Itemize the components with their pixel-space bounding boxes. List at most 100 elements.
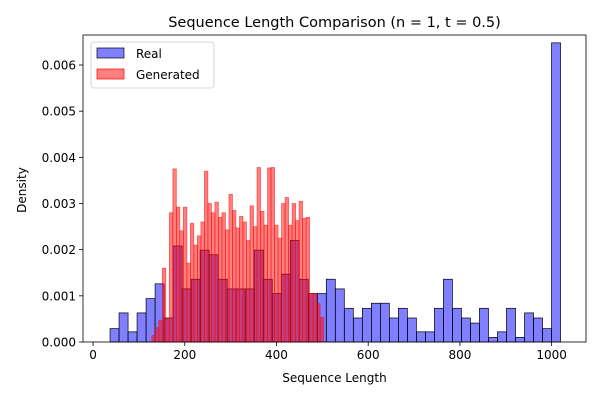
y-axis-label: Density xyxy=(15,167,29,213)
y-tick-label: 0.004 xyxy=(42,151,76,165)
real-bar xyxy=(380,302,390,343)
generated-bar xyxy=(288,224,293,343)
generated-bar xyxy=(221,212,226,343)
real-bar xyxy=(497,331,507,343)
real-bar xyxy=(343,307,354,343)
generated-bar xyxy=(218,217,223,343)
real-bar xyxy=(488,337,498,343)
real-bar xyxy=(434,307,444,343)
real-bar xyxy=(136,312,147,343)
generated-bar xyxy=(309,293,314,343)
real-bar xyxy=(443,278,453,343)
generated-bar xyxy=(256,167,261,343)
real-bar xyxy=(127,331,138,343)
generated-bar xyxy=(281,203,286,343)
real-bar xyxy=(452,307,462,343)
generated-bar xyxy=(228,193,233,343)
y-axis-ticks: 0.000 0.001 0.002 0.003 0.004 0.005 0.006 xyxy=(42,59,83,350)
legend-label-real: Real xyxy=(136,47,162,61)
generated-bar xyxy=(284,197,289,343)
generated-bar xyxy=(175,206,181,343)
generated-bar xyxy=(232,210,237,343)
generated-bar xyxy=(197,235,202,343)
generated-bar xyxy=(316,303,321,343)
generated-bar xyxy=(263,224,268,343)
generated-bar xyxy=(312,293,317,343)
generated-bar xyxy=(298,200,303,343)
real-bar xyxy=(352,317,363,343)
y-tick-label: 0.003 xyxy=(42,197,76,211)
y-tick-label: 0.001 xyxy=(42,289,76,303)
generated-bar xyxy=(295,220,300,343)
real-bar xyxy=(407,317,417,343)
generated-bar xyxy=(291,203,296,343)
chart-title: Sequence Length Comparison (n = 1, t = 0… xyxy=(168,15,501,31)
real-bar xyxy=(533,317,543,343)
real-bar xyxy=(515,337,525,343)
generated-bar xyxy=(158,319,163,343)
real-bar xyxy=(370,302,381,343)
axes-frame xyxy=(82,34,587,343)
generated-bar xyxy=(267,167,272,343)
legend-swatch-generated xyxy=(96,68,125,80)
real-bar xyxy=(398,307,408,343)
y-tick-label: 0.000 xyxy=(42,336,76,350)
y-tick-label: 0.006 xyxy=(42,59,76,73)
generated-bar xyxy=(249,205,254,343)
real-bar xyxy=(118,312,129,343)
generated-bar xyxy=(246,240,251,343)
x-tick-label: 200 xyxy=(173,348,196,362)
real-bar xyxy=(109,328,120,343)
generated-bar xyxy=(235,227,240,343)
real-bar xyxy=(334,288,345,343)
legend: Real Generated xyxy=(90,41,215,89)
generated-bar xyxy=(179,230,184,343)
real-bar xyxy=(325,278,336,343)
real-bar xyxy=(470,322,480,343)
generated-bar xyxy=(207,203,212,343)
generated-bar xyxy=(277,237,282,343)
legend-label-generated: Generated xyxy=(136,68,200,82)
generated-bar xyxy=(154,327,160,343)
generated-bar xyxy=(225,229,230,343)
generated-bar xyxy=(204,170,209,343)
generated-bar xyxy=(214,201,219,343)
x-tick-label: 400 xyxy=(265,348,288,362)
generated-bar xyxy=(190,223,195,343)
generated-bar xyxy=(260,211,265,343)
x-axis-label: Sequence Length xyxy=(282,371,386,385)
real-bar xyxy=(416,331,426,343)
generated-bar xyxy=(161,267,167,343)
real-bar xyxy=(524,312,534,343)
generated-bar xyxy=(193,244,198,343)
x-tick-label: 800 xyxy=(448,348,471,362)
generated-bar xyxy=(211,212,216,343)
generated-bar xyxy=(183,206,188,343)
generated-bar xyxy=(168,212,174,343)
generated-bar xyxy=(200,221,205,343)
real-bar xyxy=(461,317,471,343)
generated-bar xyxy=(319,317,325,343)
real-bar xyxy=(479,307,489,343)
x-tick-label: 0 xyxy=(89,348,97,362)
real-bar xyxy=(506,307,516,343)
generated-bar xyxy=(151,335,156,343)
x-tick-label: 600 xyxy=(357,348,380,362)
generated-bar xyxy=(186,262,191,343)
generated-bar xyxy=(302,217,307,343)
generated-bar xyxy=(172,168,177,343)
generated-bar xyxy=(305,217,310,343)
generated-bar xyxy=(165,318,170,343)
y-tick-label: 0.002 xyxy=(42,243,76,257)
generated-bar xyxy=(270,167,275,343)
x-axis-ticks: 0 200 400 600 800 1000 xyxy=(89,342,567,362)
generated-bar xyxy=(239,216,244,343)
real-bar xyxy=(542,328,552,343)
generated-bar xyxy=(242,221,247,343)
real-bar xyxy=(361,307,372,343)
real-bar xyxy=(551,42,561,343)
generated-bar xyxy=(274,224,279,343)
generated-bar xyxy=(253,226,258,343)
